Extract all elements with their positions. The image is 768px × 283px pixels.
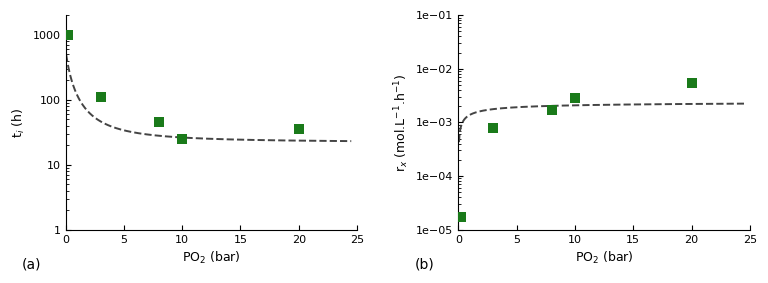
Point — [94, 95, 107, 99]
X-axis label: PO$_2$ (bar): PO$_2$ (bar) — [182, 250, 240, 266]
Point — [685, 80, 697, 85]
Y-axis label: r$_x$ (mol.L$^{-1}$.h$^{-1}$): r$_x$ (mol.L$^{-1}$.h$^{-1}$) — [392, 73, 411, 171]
Point — [455, 215, 467, 220]
Point — [545, 108, 558, 112]
Y-axis label: t$_i$ (h): t$_i$ (h) — [11, 107, 27, 138]
Point — [487, 125, 499, 130]
X-axis label: PO$_2$ (bar): PO$_2$ (bar) — [574, 250, 634, 266]
Point — [293, 127, 305, 132]
Text: (b): (b) — [415, 257, 435, 271]
Point — [176, 136, 188, 141]
Point — [569, 96, 581, 101]
Point — [61, 33, 74, 37]
Point — [153, 120, 165, 125]
Text: (a): (a) — [22, 257, 41, 271]
